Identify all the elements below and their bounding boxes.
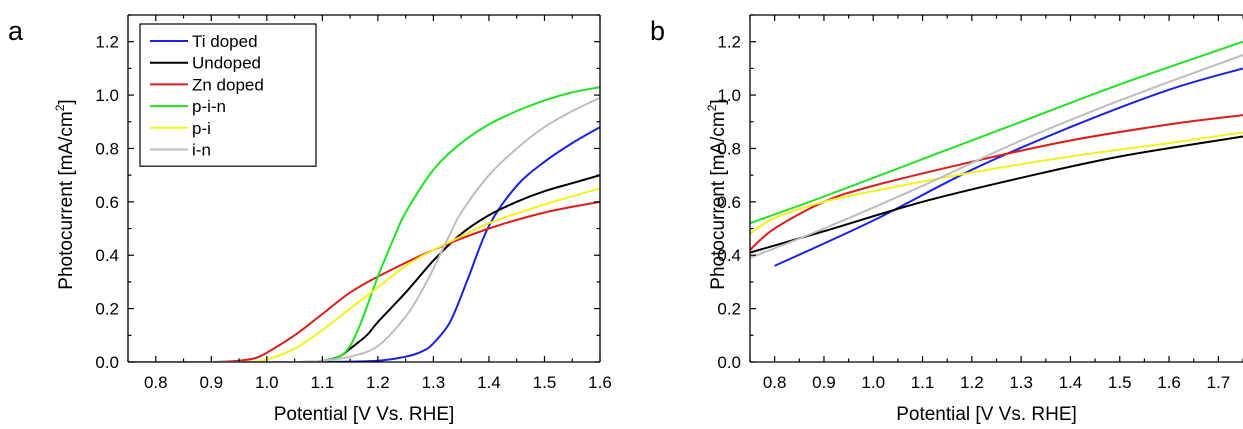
series-line-zn-doped: [750, 114, 1243, 251]
x-axis-title: Potential [V Vs. RHE]: [896, 404, 1077, 425]
series-line-p-i: [128, 187, 600, 362]
x-tick-label: 1.2: [960, 373, 984, 392]
y-tick-label: 0.0: [95, 353, 119, 372]
y-tick-label: 1.0: [717, 86, 741, 105]
y-axis-title-main: Photocurrent [mA/cm: [708, 111, 729, 289]
y-tick-label: 0.6: [95, 193, 119, 212]
legend-label: p-i: [192, 119, 211, 138]
y-axis-title-sup: 2: [705, 104, 719, 111]
legend-label: Zn doped: [192, 75, 264, 94]
series-line-undoped: [128, 174, 600, 362]
y-tick-label: 1.2: [717, 33, 741, 52]
x-tick-label: 1.7: [1207, 373, 1231, 392]
series-line-zn-doped: [128, 200, 600, 362]
y-tick-label: 1.0: [95, 86, 119, 105]
panel-label: b: [650, 16, 665, 46]
series-line-ti-doped: [774, 67, 1243, 267]
series-line-undoped: [750, 135, 1243, 254]
x-tick-label: 1.4: [1059, 373, 1083, 392]
y-tick-label: 1.2: [95, 33, 119, 52]
x-tick-label: 1.2: [366, 373, 390, 392]
series-lines: [750, 40, 1243, 267]
x-tick-label: 0.9: [199, 373, 223, 392]
legend-label: i-n: [192, 141, 211, 160]
y-axis-title-sup: 2: [53, 104, 67, 111]
y-tick-label: 0.8: [95, 139, 119, 158]
series-lines: [128, 86, 600, 362]
y-axis-title-close: ]: [708, 99, 729, 104]
x-tick-label: 1.1: [911, 373, 935, 392]
y-axis-title: Photocurrent [mA/cm2]: [705, 99, 729, 289]
x-tick-label: 1.3: [1009, 373, 1033, 392]
x-tick-label: 1.1: [311, 373, 335, 392]
series-line-ti-doped: [128, 126, 600, 362]
x-tick-label: 1.0: [861, 373, 885, 392]
y-tick-label: 0.2: [95, 300, 119, 319]
legend-label: Undoped: [192, 54, 261, 73]
panel-label: a: [8, 16, 24, 46]
chart-panel-b: b 0.8 0.9 1.0 1.1 1.2 1.3 1.4 1.5 1.6 1.7 0.0 0.2 0.4…: [650, 14, 1243, 425]
x-tick-label: 1.5: [533, 373, 557, 392]
y-tick-label: 0.4: [95, 246, 119, 265]
y-tick-label: 0.4: [717, 246, 741, 265]
chart-panel-a: a 0.8 0.9 1.0 1.1 1.2 1.3 1.4 1.5 1.6 0.0 0.2 0.4 0.6…: [8, 14, 612, 425]
x-tick-label: 1.0: [255, 373, 279, 392]
x-tick-label: 1.4: [477, 373, 501, 392]
y-tick-label: 0.6: [717, 193, 741, 212]
series-line-p-i-n: [750, 40, 1243, 225]
x-tick-label: 1.3: [422, 373, 446, 392]
x-tick-label: 1.6: [1157, 373, 1181, 392]
y-axis-title-close: ]: [56, 99, 77, 104]
y-tick-label: 0.0: [717, 353, 741, 372]
x-axis-title: Potential [V Vs. RHE]: [274, 404, 455, 425]
legend-label: Ti doped: [192, 32, 258, 51]
x-tick-label: 1.5: [1108, 373, 1132, 392]
y-axis-title-main: Photocurrent [mA/cm: [56, 111, 77, 289]
series-line-i-n: [750, 54, 1243, 259]
series-line-p-i: [750, 131, 1243, 235]
y-axis-title: Photocurrent [mA/cm2]: [53, 99, 77, 289]
x-tick-label: 0.8: [144, 373, 168, 392]
legend: Ti doped Undoped Zn doped p-i-n p-i i-n: [139, 23, 317, 167]
x-tick-label: 0.9: [812, 373, 836, 392]
x-tick-label: 0.8: [763, 373, 787, 392]
legend-box: [139, 23, 317, 167]
x-tick-label: 1.6: [588, 373, 612, 392]
legend-label: p-i-n: [192, 97, 226, 116]
y-tick-label: 0.8: [717, 139, 741, 158]
y-tick-label: 0.2: [717, 300, 741, 319]
